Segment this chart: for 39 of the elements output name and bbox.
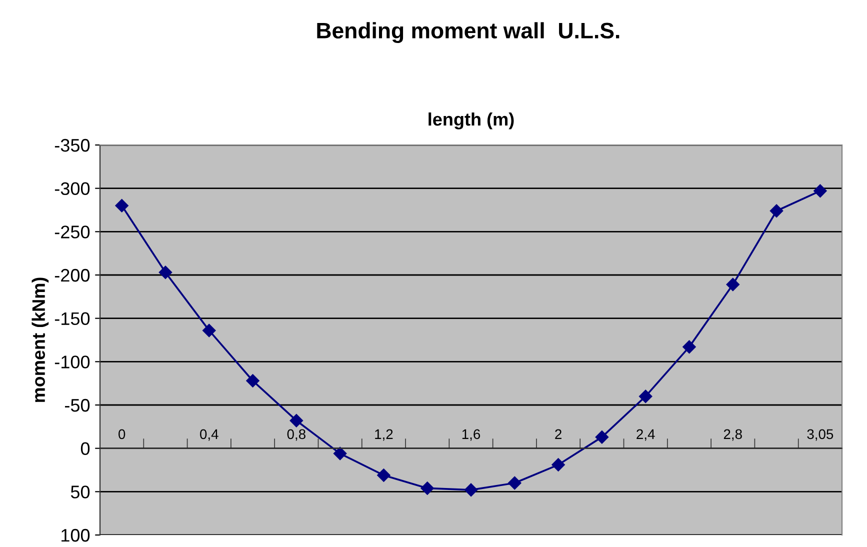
x-tick-label: 3,05 [807,429,834,441]
point [770,204,784,218]
y-tick-label: -200 [54,268,90,282]
y-tick-label: -300 [54,182,90,196]
point [682,340,696,354]
point [158,266,172,279]
point [290,414,303,428]
x-tick-label: 2,8 [724,429,742,441]
x-tick-label: 2,4 [636,429,655,441]
x-tick-label: 0,4 [200,429,218,441]
point [726,278,740,292]
point [814,184,827,198]
y-tick-label: -250 [54,226,90,238]
x-tick-label: 0,8 [287,429,306,441]
y-tick-label: -150 [54,312,90,326]
x-tick-label: 1,2 [375,429,393,441]
point [420,482,434,495]
y-tick-label: 100 [62,528,90,542]
point [464,483,478,497]
point [595,430,609,444]
y-tick-label: 50 [70,486,90,498]
x-tick-label: 2 [555,429,562,439]
point [639,390,652,403]
y-tick-label: -100 [54,356,90,368]
chart-title: Bending moment wall U.L.S. [317,22,620,43]
y-tick-label: -350 [54,138,90,152]
x-axis-title: length (m) [428,112,514,130]
y-tick-label: -50 [64,398,90,412]
point [115,199,128,212]
point [377,468,390,482]
y-tick-label: 0 [80,442,90,456]
point [246,374,260,388]
point [508,476,522,490]
x-tick-label: 1,6 [462,429,480,441]
x-tick-label: 0 [118,429,126,440]
point [552,458,565,472]
y-axis-title: moment (kNm) [32,278,49,402]
point [202,324,216,338]
point [333,446,347,460]
